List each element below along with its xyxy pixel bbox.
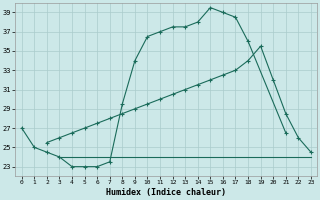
X-axis label: Humidex (Indice chaleur): Humidex (Indice chaleur) — [106, 188, 226, 197]
